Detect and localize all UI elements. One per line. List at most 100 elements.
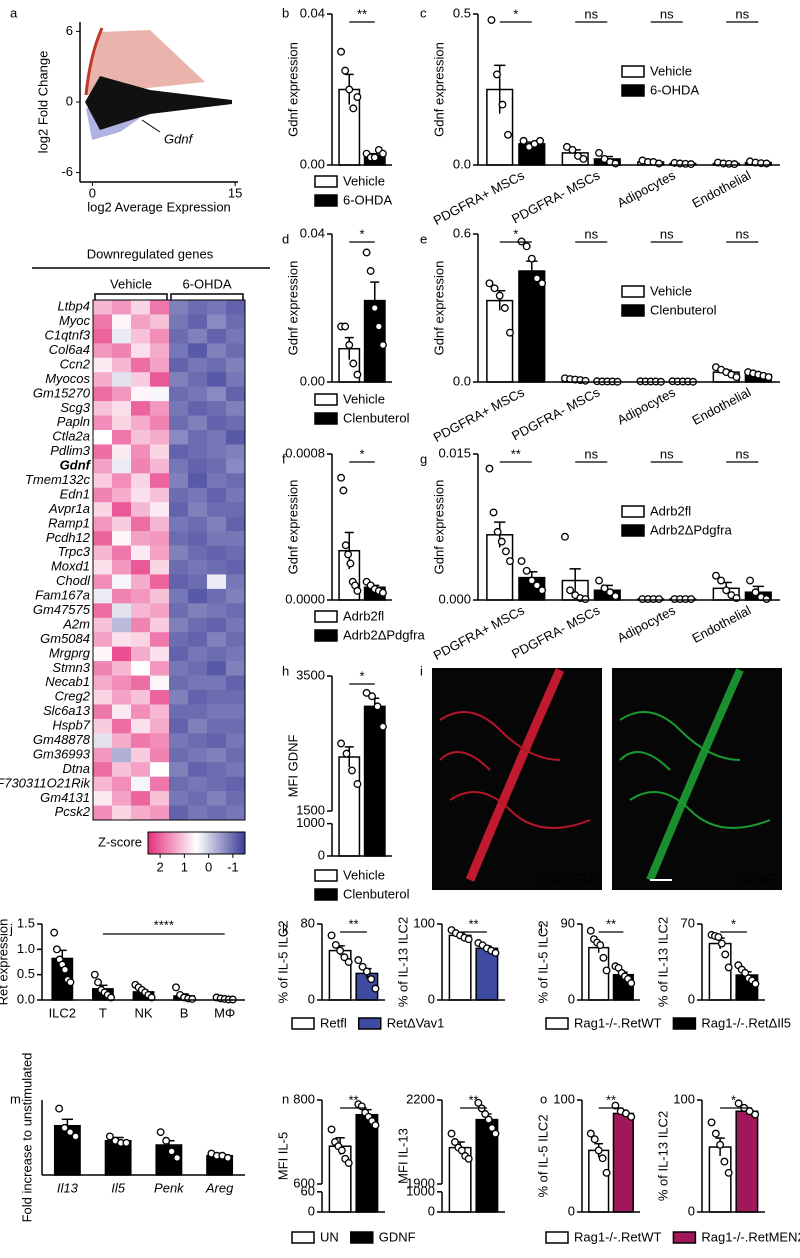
heatmap-cell <box>93 473 113 489</box>
y-axis-label: Gdnf expression <box>431 42 446 137</box>
heatmap-cell <box>150 502 170 517</box>
significance-label: ns <box>660 226 674 241</box>
data-point <box>751 979 760 988</box>
heatmap-cell <box>226 357 246 373</box>
significance-label: ** <box>348 916 358 931</box>
heatmap-cell <box>150 690 170 705</box>
heatmap-cell <box>150 704 170 720</box>
heatmap-cell <box>226 343 246 359</box>
data-point <box>586 926 595 935</box>
data-point <box>378 149 387 158</box>
row-label: Stmn3 <box>52 660 90 675</box>
data-point <box>532 274 541 283</box>
data-point <box>581 376 590 385</box>
row-label: Slc6a13 <box>43 703 91 718</box>
heatmap-cell <box>112 805 132 821</box>
heatmap-cell <box>207 588 227 604</box>
y-tick-label: 600 <box>293 1175 315 1190</box>
x-tick-label: B <box>180 1005 189 1020</box>
y-tick-label: 6 <box>66 23 73 38</box>
row-label: Hspb7 <box>52 718 90 733</box>
x-axis-label: log2 Average Expression <box>87 199 231 214</box>
heatmap-cell <box>169 444 189 460</box>
heatmap-cell <box>131 560 151 575</box>
heatmap-cell <box>226 690 246 705</box>
heatmap-cell <box>131 531 151 546</box>
heatmap-cell <box>188 328 208 344</box>
y-tick-label: 0.00 <box>300 156 325 171</box>
heatmap-cell <box>112 415 132 431</box>
heatmap-cell <box>207 531 227 546</box>
row-label: Ctla2a <box>52 429 90 444</box>
significance-label: ** <box>606 916 616 931</box>
heatmap-cell <box>131 776 151 792</box>
heatmap-cell <box>112 603 132 619</box>
y-axis-label: % of IL-13 ILC2 <box>655 1111 670 1201</box>
heatmap-cell <box>207 516 227 532</box>
data-point <box>595 576 603 585</box>
y-tick-label: 0 <box>308 991 315 1006</box>
heatmap-cell <box>93 675 113 691</box>
heatmap-cell <box>226 574 246 590</box>
heatmap-cell <box>188 690 208 705</box>
heatmap-cell <box>93 718 113 734</box>
data-point <box>353 586 362 595</box>
heatmap-cell <box>188 603 208 619</box>
heatmap-cell <box>169 401 189 416</box>
row-label: Myocos <box>45 371 90 386</box>
heatmap-cell <box>207 343 227 359</box>
data-point <box>353 780 362 788</box>
data-point <box>538 586 547 595</box>
row-label: Avpr1a <box>48 501 90 516</box>
legend-swatch <box>672 1231 697 1244</box>
panel-label: f <box>282 451 286 466</box>
heatmap-cell <box>207 704 227 720</box>
heatmap-cell <box>188 704 208 720</box>
bar <box>708 1146 732 1213</box>
significance-label: ns <box>660 446 674 461</box>
data-point <box>566 586 575 595</box>
x-tick-label: 0 <box>89 185 96 200</box>
heatmap-cell <box>112 617 132 633</box>
heatmap-cell <box>169 560 189 575</box>
legend-swatch <box>545 1017 569 1030</box>
legend-label: Adrb2ΔPdgfra <box>650 522 732 537</box>
legend-swatch <box>314 412 338 425</box>
data-point <box>717 576 726 585</box>
heatmap-cell <box>150 343 170 359</box>
heatmap-cell <box>188 473 208 489</box>
panel-label: c <box>420 5 427 20</box>
heatmap-cell <box>226 328 246 344</box>
data-point <box>522 566 531 575</box>
data-point <box>341 541 350 550</box>
row-label: Col6a4 <box>49 342 90 357</box>
heatmap-cell <box>112 762 132 777</box>
heatmap-cell <box>93 545 113 561</box>
heatmap-cell <box>112 328 132 344</box>
heatmap-cell <box>169 545 189 561</box>
heatmap-cell <box>150 632 170 647</box>
row-label: Moxd1 <box>51 559 90 574</box>
heatmap-cell <box>150 357 170 373</box>
y-tick-label: 0.6 <box>453 225 471 240</box>
data-point <box>655 595 663 603</box>
heatmap-cell <box>131 328 151 344</box>
row-label: Necab1 <box>45 674 90 689</box>
data-point <box>223 1153 232 1162</box>
data-point <box>655 159 663 168</box>
heatmap-cell <box>207 675 227 691</box>
data-point <box>464 1154 473 1163</box>
heatmap-cell <box>226 372 246 387</box>
heatmap-cell <box>93 300 113 315</box>
x-tick-label: T <box>99 1005 107 1020</box>
data-point <box>336 946 345 955</box>
heatmap-cell <box>150 545 170 561</box>
data-point <box>378 341 387 349</box>
data-point <box>611 159 620 168</box>
heatmap-cell <box>150 603 170 619</box>
heatmap-cell <box>207 444 227 460</box>
data-point <box>745 1107 754 1116</box>
data-point <box>122 1138 131 1147</box>
legend-label: Vehicle <box>650 283 692 298</box>
